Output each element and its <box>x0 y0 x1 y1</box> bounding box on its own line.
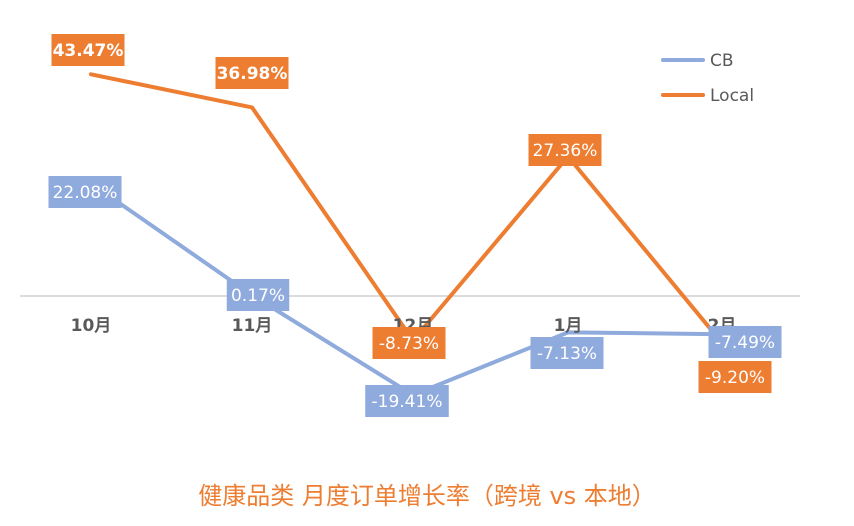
data-label-box <box>51 34 125 66</box>
legend-label: CB <box>710 51 734 71</box>
data-label-box <box>365 385 449 417</box>
data-label-box <box>215 57 289 89</box>
data-label-box <box>698 361 772 393</box>
data-label-box <box>372 327 446 359</box>
data-label: 43.47% <box>53 41 124 61</box>
data-label: -8.73% <box>379 334 439 354</box>
legend: CB Local <box>661 51 754 106</box>
chart-title: 健康品类 月度订单增长率（跨境 vs 本地） <box>198 482 656 510</box>
data-label-box <box>226 279 290 311</box>
data-label: -7.49% <box>715 333 775 353</box>
data-label-box <box>530 337 604 369</box>
data-label: 22.08% <box>53 183 118 203</box>
x-tick-label: 10月 <box>71 316 112 336</box>
x-tick-label: 1月 <box>554 316 583 336</box>
data-label-box <box>528 134 602 166</box>
data-label: 36.98% <box>217 64 288 84</box>
data-label: -9.20% <box>705 368 765 388</box>
data-label: 27.36% <box>533 141 598 161</box>
data-label: -7.13% <box>537 344 597 364</box>
series-line-local <box>89 72 724 345</box>
data-labels: 22.08% 0.17% -19.41% -7.13% -7.49% 43.47% 36.9… <box>48 34 782 417</box>
data-label-box <box>48 176 122 208</box>
legend-label: Local <box>710 86 754 106</box>
data-label: 0.17% <box>231 286 285 306</box>
series-line-cb <box>89 181 724 397</box>
x-tick-label: 11月 <box>232 316 273 336</box>
data-label-box <box>708 326 782 358</box>
data-label: -19.41% <box>372 392 443 412</box>
